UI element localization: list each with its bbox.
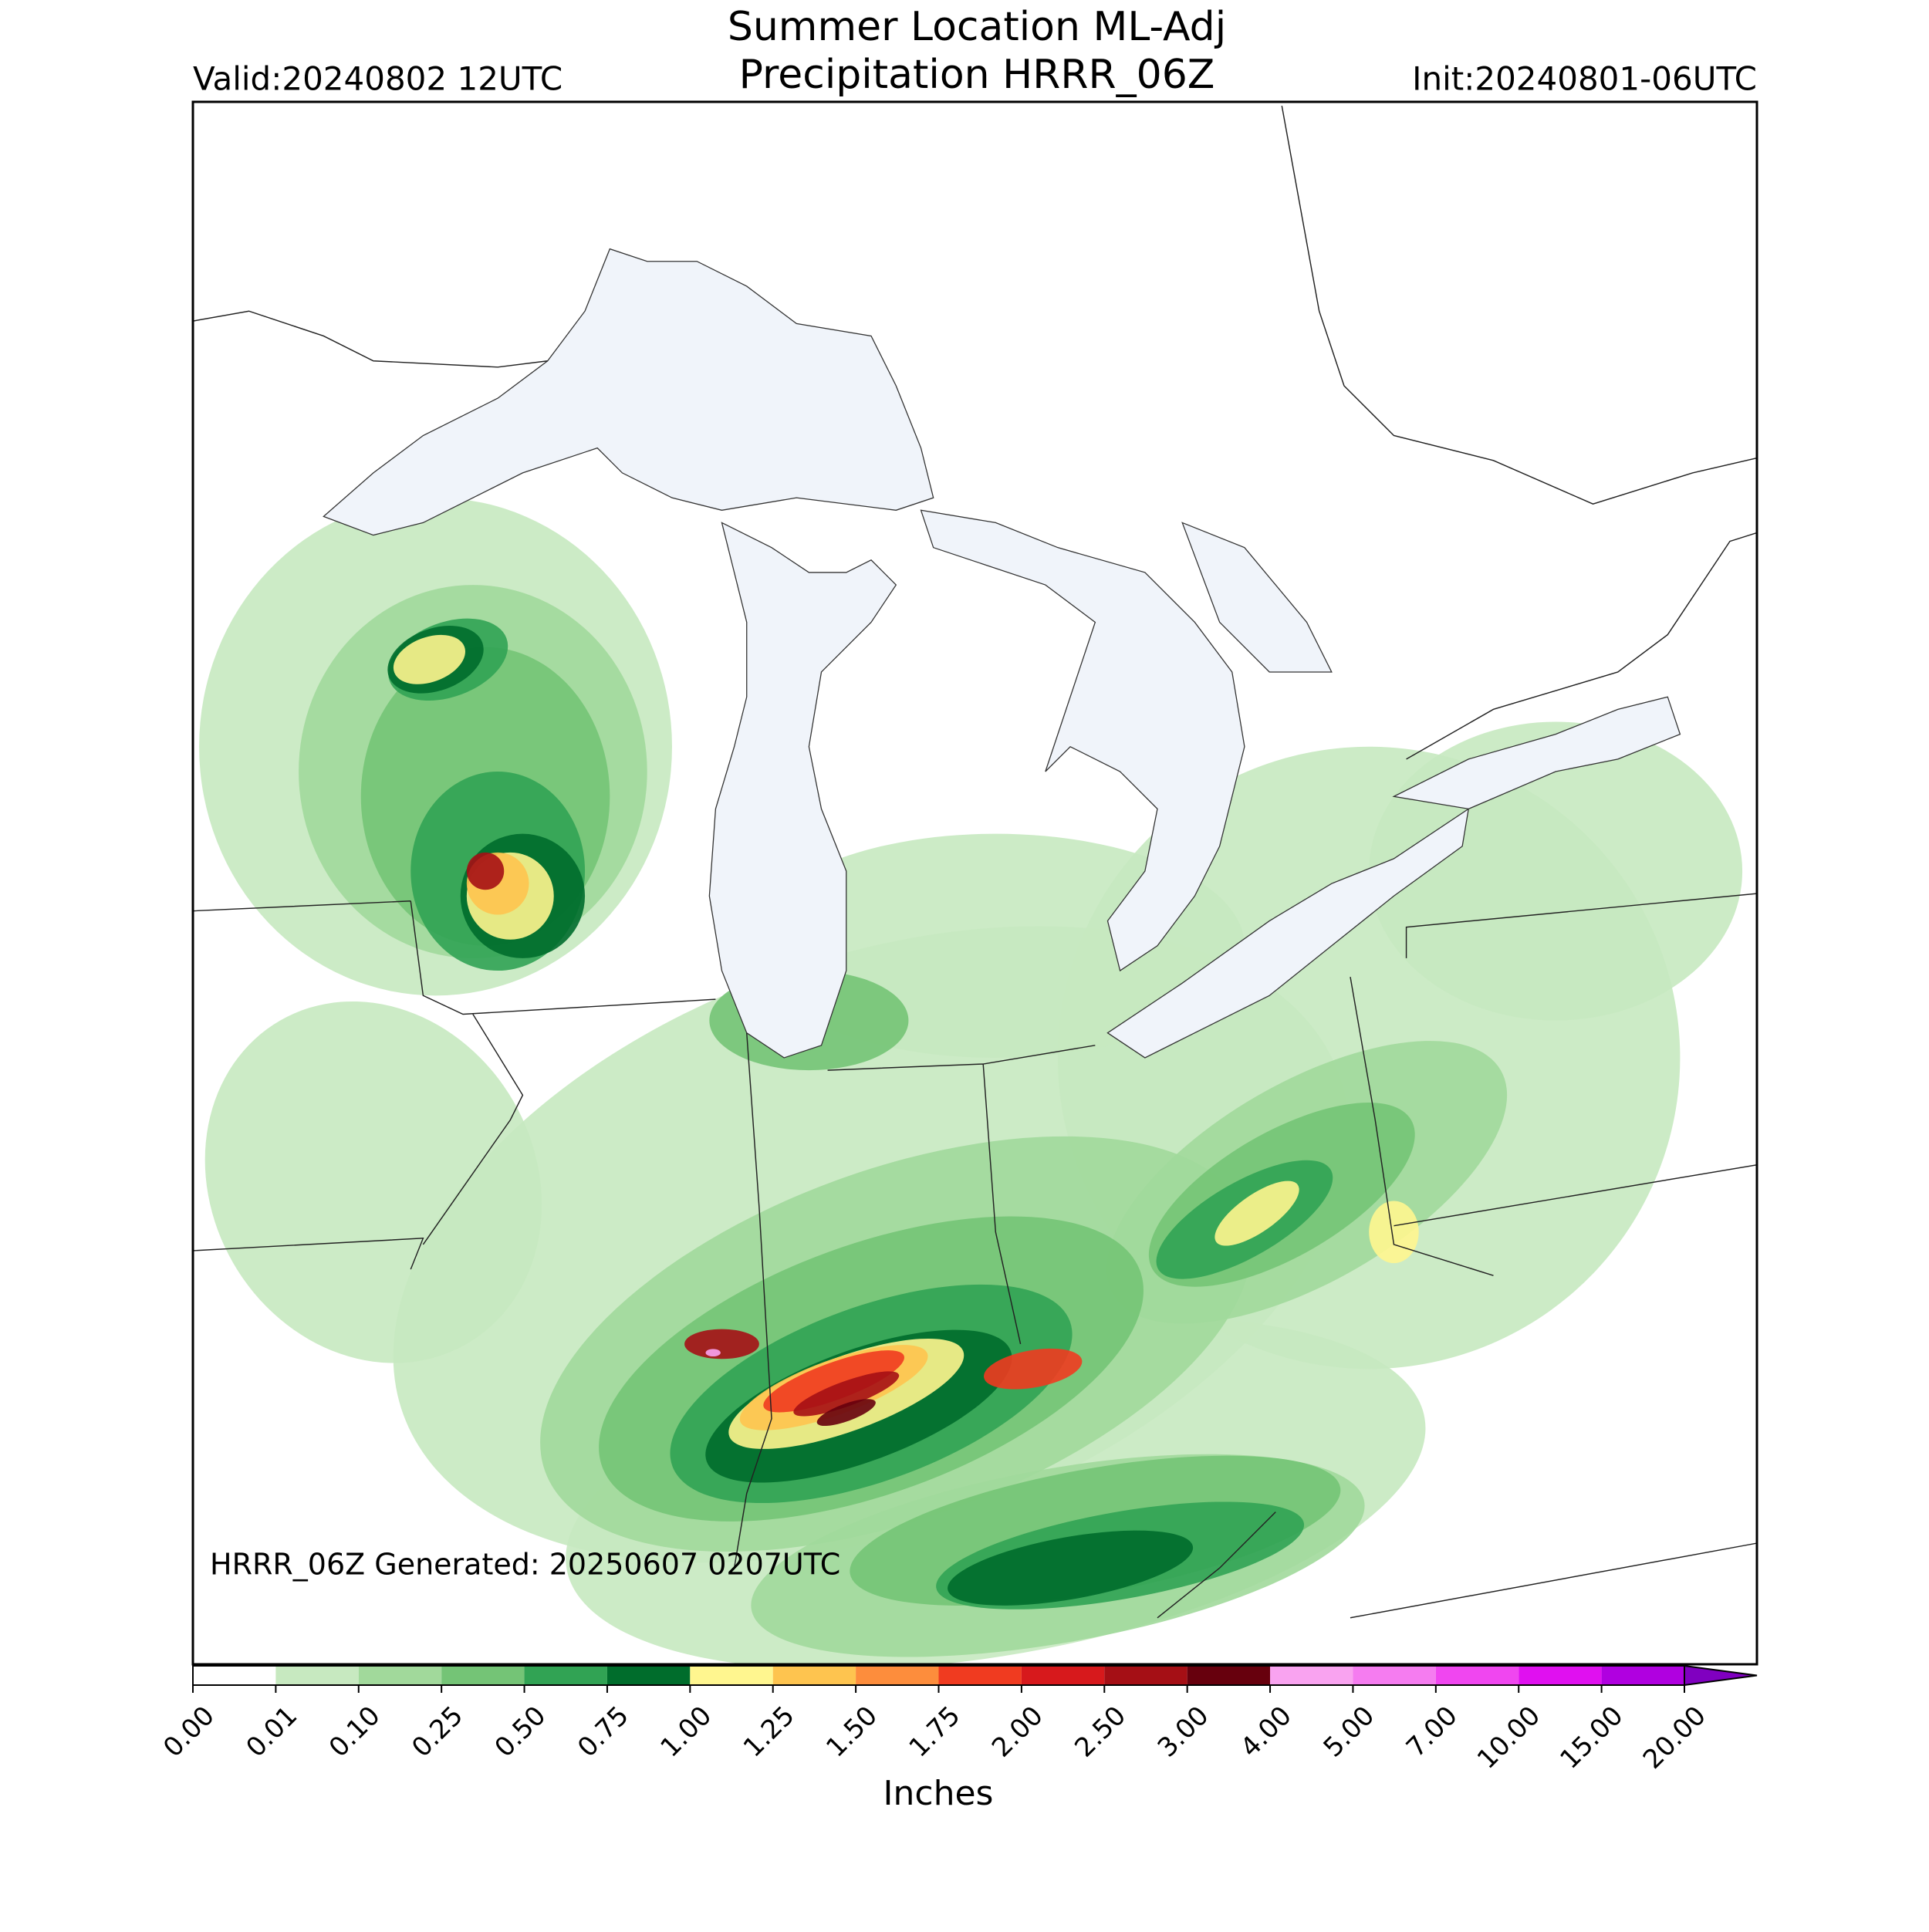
lake-ontario	[1392, 696, 1681, 810]
colorbar-tick-label: 0.10	[323, 1701, 387, 1764]
precip-field	[199, 498, 1743, 1664]
precip-area	[204, 1001, 542, 1363]
precip-area	[466, 852, 505, 890]
precip-area	[705, 1349, 721, 1357]
precip-area	[984, 1348, 1083, 1390]
colorbar-bin	[441, 1666, 525, 1685]
precip-area	[1369, 1201, 1419, 1264]
colorbar-tick-label: 0.75	[572, 1701, 635, 1764]
colorbar-bin	[193, 1666, 276, 1685]
colorbar-bin	[275, 1666, 359, 1685]
colorbar-bin	[1519, 1666, 1602, 1685]
colorbar-tick-label: 7.00	[1400, 1701, 1464, 1764]
precip-area	[816, 1399, 876, 1427]
colorbar-tick-label: 1.75	[904, 1701, 967, 1764]
colorbar-tick-label: 0.25	[406, 1701, 469, 1764]
colorbar-bin	[1435, 1666, 1519, 1685]
map-area	[193, 105, 1757, 1664]
georgian-bay	[1181, 522, 1333, 673]
precip-area	[393, 634, 465, 684]
colorbar-tick-label: 0.01	[240, 1701, 303, 1764]
subtitle: Precipitation HRRR_06Z	[739, 52, 1215, 98]
colorbar-bin	[1187, 1666, 1271, 1685]
init-time: Init:20240801-06UTC	[1412, 60, 1757, 98]
colorbar-tick-label: 20.00	[1637, 1701, 1712, 1775]
colorbar-tick-label: 5.00	[1318, 1701, 1381, 1764]
colorbar-bin	[772, 1666, 856, 1685]
colorbar-bin	[606, 1666, 691, 1685]
precip-area	[948, 1530, 1194, 1606]
colorbar-bin	[1353, 1666, 1436, 1685]
colorbar-bin	[1601, 1666, 1684, 1685]
title: Summer Location ML-Adj	[728, 4, 1226, 50]
colorbar-tick-label: 1.00	[654, 1701, 718, 1764]
colorbar-extend	[1684, 1664, 1758, 1687]
valid-time: Valid:20240802 12UTC	[193, 60, 562, 98]
colorbar-tick-label: 0.50	[489, 1701, 552, 1764]
precip-area	[684, 1329, 759, 1359]
generated-note: HRRR_06Z Generated: 20250607 0207UTC	[210, 1548, 840, 1582]
lake-erie	[1106, 808, 1470, 1059]
colorbar-bin	[938, 1666, 1022, 1685]
colorbar-tick-label: 1.25	[738, 1701, 801, 1764]
colorbar-tick-label: 1.50	[820, 1701, 883, 1764]
precip-area	[763, 1350, 904, 1413]
colorbar-bin	[1021, 1666, 1105, 1685]
colorbar-bin	[524, 1666, 607, 1685]
colorbar-tick-label: 15.00	[1554, 1701, 1629, 1775]
colorbar-tick-label: 2.00	[986, 1701, 1049, 1764]
colorbar-bin	[690, 1666, 773, 1685]
lake-huron	[920, 509, 1245, 972]
state-borders	[193, 105, 1757, 1619]
basemap	[193, 105, 1757, 1619]
colorbar: 0.00 0.01 0.10 0.25 0.50 0.75 1.00 1.25 1.50 1.75…	[157, 1664, 1758, 1775]
lake-superior	[323, 248, 934, 536]
colorbar-bin	[1270, 1666, 1353, 1685]
colorbar-tick-label: 0.00	[157, 1701, 221, 1764]
colorbar-bin	[1104, 1666, 1187, 1685]
colorbar-tick-label: 4.00	[1235, 1701, 1298, 1764]
colorbar-tick-label: 3.00	[1152, 1701, 1215, 1764]
colorbar-bin	[856, 1666, 939, 1685]
colorbar-label: Inches	[883, 1774, 994, 1813]
colorbar-tick-label: 10.00	[1471, 1701, 1546, 1775]
precip-area	[1214, 1180, 1299, 1246]
precip-area	[793, 1371, 900, 1417]
colorbar-bin	[358, 1666, 442, 1685]
lake-michigan	[708, 522, 897, 1059]
map-frame	[191, 100, 1758, 1666]
colorbar-tick-label: 2.50	[1069, 1701, 1132, 1764]
